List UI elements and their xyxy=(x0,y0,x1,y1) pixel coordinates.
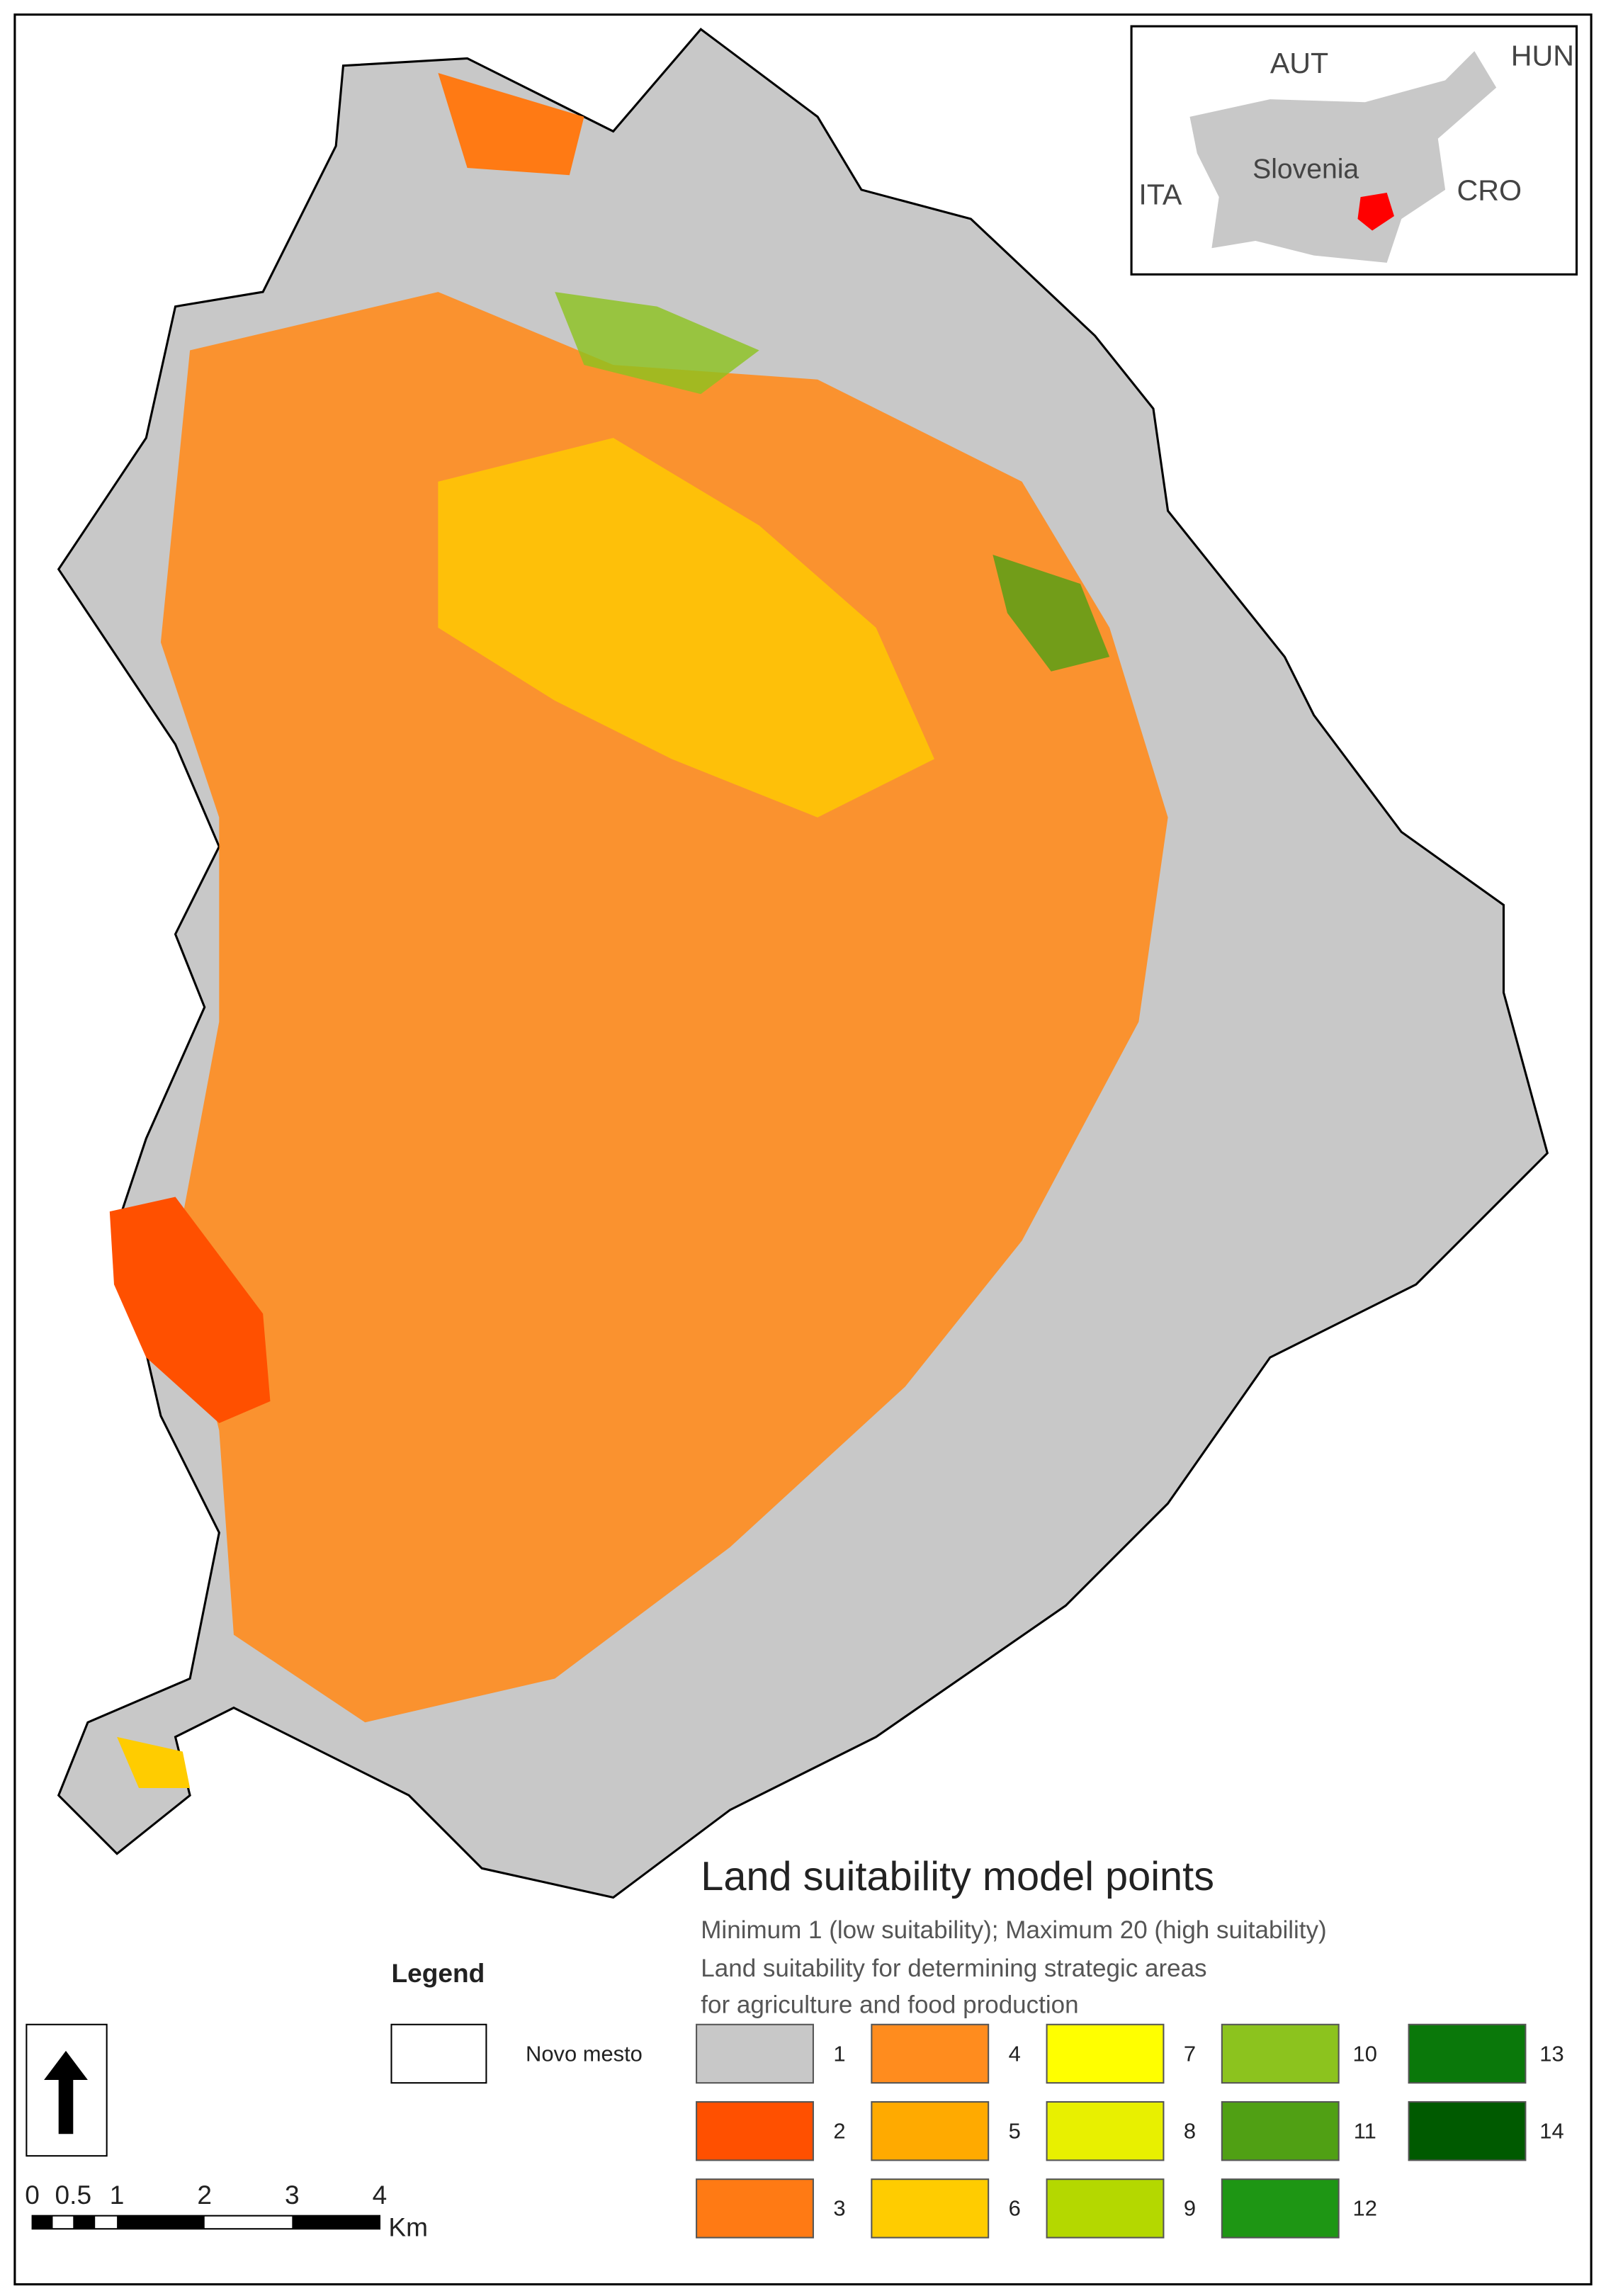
boundary-swatch xyxy=(390,2023,487,2084)
suitability-area xyxy=(438,438,934,818)
suitability-area xyxy=(109,1197,271,1423)
legend-swatch xyxy=(696,2100,814,2161)
legend-label: 8 xyxy=(1184,2118,1196,2143)
north-arrow-symbol xyxy=(44,2050,88,2134)
legend-swatch xyxy=(696,2023,814,2084)
legend-swatch xyxy=(1408,2100,1527,2161)
suitability-area xyxy=(160,292,1168,1723)
legend-label: 1 xyxy=(833,2041,845,2066)
suitability-area xyxy=(993,554,1110,672)
legend-swatch xyxy=(871,2023,990,2084)
slovenia-shape xyxy=(1189,51,1497,263)
legend-swatch xyxy=(1046,2178,1165,2239)
legend-label: 10 xyxy=(1353,2041,1377,2066)
scale-bar-segment xyxy=(292,2215,380,2229)
scale-bar-segment xyxy=(73,2215,96,2229)
legend: Land suitability model points Minimum 1 … xyxy=(390,1854,1564,2239)
legend-description: for agriculture and food production xyxy=(701,1991,1078,2018)
municipality-map xyxy=(57,28,1549,1899)
inset-map: AUT HUN ITA CRO Slovenia xyxy=(1130,25,1578,276)
legend-swatch xyxy=(1046,2100,1165,2161)
scale-bar-segment xyxy=(117,2215,205,2229)
legend-label: 11 xyxy=(1354,2118,1376,2143)
suitability-area xyxy=(117,1736,191,1788)
north-arrow xyxy=(26,2023,108,2157)
boundary-label: Novo mesto xyxy=(526,2041,643,2066)
suitability-area xyxy=(555,292,759,395)
scale-label: 1 xyxy=(110,2180,125,2210)
legend-label: 7 xyxy=(1184,2041,1196,2066)
legend-label: 12 xyxy=(1353,2196,1377,2221)
inset-label: Slovenia xyxy=(1252,154,1359,184)
scale-label: 3 xyxy=(285,2180,300,2210)
legend-label: 3 xyxy=(833,2196,845,2221)
legend-label: 13 xyxy=(1539,2041,1563,2066)
legend-swatch xyxy=(1221,2178,1340,2239)
legend-label: 6 xyxy=(1009,2196,1021,2221)
scale-bar: 0 0.5 1 2 3 4Km xyxy=(25,2180,428,2241)
legend-swatch xyxy=(1221,2100,1340,2161)
legend-swatch xyxy=(696,2178,814,2239)
suitability-area xyxy=(438,73,584,176)
inset-label: CRO xyxy=(1457,174,1522,206)
legend-swatch xyxy=(1221,2023,1340,2084)
scale-bar-segment xyxy=(32,2215,53,2229)
legend-subtitle: Minimum 1 (low suitability); Maximum 20 … xyxy=(701,1916,1326,1944)
scale-label: 0 xyxy=(25,2180,40,2210)
scale-unit: Km xyxy=(388,2212,428,2242)
legend-description: Land suitability for determining strateg… xyxy=(701,1955,1206,1982)
legend-swatch xyxy=(1408,2023,1527,2084)
legend-label: 2 xyxy=(833,2118,845,2143)
legend-label: 9 xyxy=(1184,2196,1196,2221)
legend-title: Land suitability model points xyxy=(701,1854,1214,1899)
legend-swatch xyxy=(871,2178,990,2239)
legend-swatch xyxy=(871,2100,990,2161)
scale-label: 2 xyxy=(197,2180,212,2210)
legend-label: 4 xyxy=(1009,2041,1021,2066)
scale-label: 4 xyxy=(373,2180,388,2210)
novo-mesto-location xyxy=(1357,192,1394,231)
inset-label: ITA xyxy=(1138,178,1182,210)
legend-label: 5 xyxy=(1009,2118,1021,2143)
legend-swatch xyxy=(1046,2023,1165,2084)
inset-label: HUN xyxy=(1511,40,1574,72)
legend-label: 14 xyxy=(1539,2118,1563,2143)
legend-heading: Legend xyxy=(391,1958,485,1988)
inset-label: AUT xyxy=(1270,47,1328,79)
scale-label: 0.5 xyxy=(55,2180,92,2210)
